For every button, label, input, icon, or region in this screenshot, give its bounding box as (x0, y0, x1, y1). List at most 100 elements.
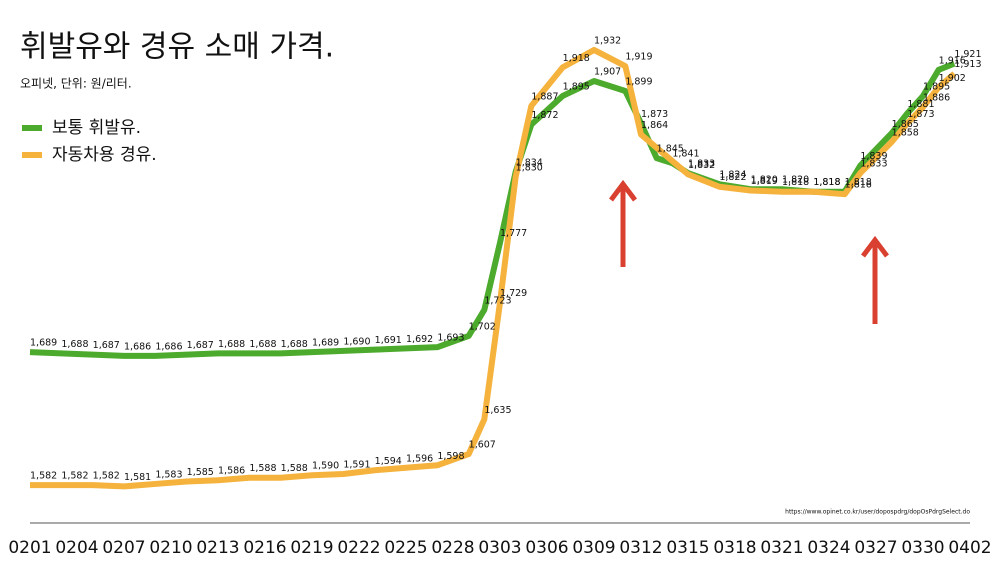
data-label: 1,820 (751, 175, 778, 186)
data-label: 1,818 (845, 177, 872, 188)
data-label: 1,881 (907, 99, 934, 110)
data-label: 1,895 (923, 81, 950, 92)
data-label: 1,607 (469, 440, 496, 451)
data-label: 1,824 (719, 170, 746, 181)
data-label: 1,594 (375, 456, 402, 467)
data-label: 1,690 (343, 336, 370, 347)
data-label: 1,872 (531, 110, 558, 121)
data-label: 1,864 (641, 120, 668, 131)
chart-subtitle: 오피넷, 단위: 원/리터. (20, 77, 132, 91)
data-label: 1,692 (406, 334, 433, 345)
data-label: 1,913 (954, 59, 981, 70)
data-label: 1,729 (500, 288, 527, 299)
data-label: 1,822 (719, 172, 746, 183)
data-label: 1,907 (594, 67, 621, 78)
x-tick-label: 0204 (55, 538, 98, 558)
data-label: 1,818 (782, 177, 809, 188)
data-label: 1,702 (469, 321, 496, 332)
data-label: 1,585 (187, 467, 214, 478)
line (30, 46, 957, 490)
data-label: 1,723 (484, 295, 511, 306)
x-tick-label: 0213 (196, 538, 239, 558)
data-label: 1,689 (30, 338, 57, 349)
x-tick-label: 0327 (854, 538, 897, 558)
x-tick-label: 0225 (384, 538, 427, 558)
data-label: 1,921 (954, 49, 981, 60)
data-label: 1,777 (500, 228, 527, 239)
data-label: 1,886 (923, 93, 950, 104)
x-tick-label: 0312 (619, 538, 662, 558)
data-label: 1,588 (281, 463, 308, 474)
data-label: 1,596 (406, 453, 433, 464)
x-tick-label: 0402 (948, 538, 991, 558)
data-label: 1,586 (218, 466, 245, 477)
x-tick-label: 0321 (760, 538, 803, 558)
data-label: 1,841 (672, 149, 699, 160)
data-label: 1,833 (688, 159, 715, 170)
arrow (861, 235, 889, 324)
x-tick-label: 0306 (525, 538, 568, 558)
data-label: 1,635 (484, 405, 511, 416)
data-label: 1,582 (61, 471, 88, 482)
data-label: 1,833 (860, 159, 887, 170)
data-label: 1,591 (343, 459, 370, 470)
x-tick-label: 0210 (149, 538, 192, 558)
x-tick-label: 0309 (572, 538, 615, 558)
data-label: 1,693 (437, 333, 464, 344)
x-tick-label: 0228 (431, 538, 474, 558)
x-tick-label: 0324 (807, 538, 850, 558)
line (29, 60, 956, 359)
data-label: 1,818 (813, 177, 840, 188)
data-label: 1,820 (782, 175, 809, 186)
data-label: 1,858 (892, 127, 919, 138)
data-label: 1,583 (155, 469, 182, 480)
x-tick-label: 0216 (243, 538, 286, 558)
data-label: 1,865 (892, 119, 919, 130)
x-tick-label: 0330 (901, 538, 944, 558)
data-label: 1,688 (218, 339, 245, 350)
data-label: 1,873 (907, 109, 934, 120)
data-label: 1,688 (249, 339, 276, 350)
data-label: 1,816 (845, 180, 872, 191)
data-label: 1,818 (813, 177, 840, 188)
legend-label: 자동차용 경유. (52, 145, 157, 165)
data-label: 1,686 (155, 341, 182, 352)
x-tick-label: 0219 (290, 538, 333, 558)
x-tick-label: 0201 (8, 538, 51, 558)
data-label: 1,902 (939, 73, 966, 84)
x-tick-label: 0318 (713, 538, 756, 558)
data-label: 1,834 (516, 157, 543, 168)
data-label: 1,845 (657, 144, 684, 155)
legend-label: 보통 휘발유. (52, 118, 141, 138)
data-label: 1,895 (563, 81, 590, 92)
data-label: 1,588 (249, 463, 276, 474)
data-label: 1,887 (531, 91, 558, 102)
data-label: 1,582 (93, 471, 120, 482)
x-tick-label: 0303 (478, 538, 521, 558)
data-label: 1,688 (281, 339, 308, 350)
data-label: 1,830 (516, 162, 543, 173)
data-label: 1,919 (625, 52, 652, 63)
data-label: 1,687 (93, 340, 120, 351)
data-label: 1,918 (563, 53, 590, 64)
source: https://www.opinet.co.kr/user/dopospdrg/… (785, 509, 970, 516)
data-label: 1,932 (594, 35, 621, 46)
data-label: 1,839 (860, 151, 887, 162)
data-label: 1,581 (124, 472, 151, 483)
data-label: 1,686 (124, 341, 151, 352)
x-tick-label: 0315 (666, 538, 709, 558)
data-label: 1,899 (625, 76, 652, 87)
arrow (609, 179, 637, 267)
data-label: 1,582 (30, 471, 57, 482)
data-label: 1,687 (187, 340, 214, 351)
data-label: 1,688 (61, 339, 88, 350)
data-label: 1,832 (688, 160, 715, 171)
data-label: 1,691 (375, 335, 402, 346)
data-label: 1,873 (641, 109, 668, 120)
data-label: 1,598 (437, 451, 464, 462)
chart-title: 휘발유와 경유 소매 가격. (20, 30, 334, 65)
x-tick-label: 0207 (102, 538, 145, 558)
x-tick-label: 0222 (337, 538, 380, 558)
data-label: 1,590 (312, 461, 339, 472)
